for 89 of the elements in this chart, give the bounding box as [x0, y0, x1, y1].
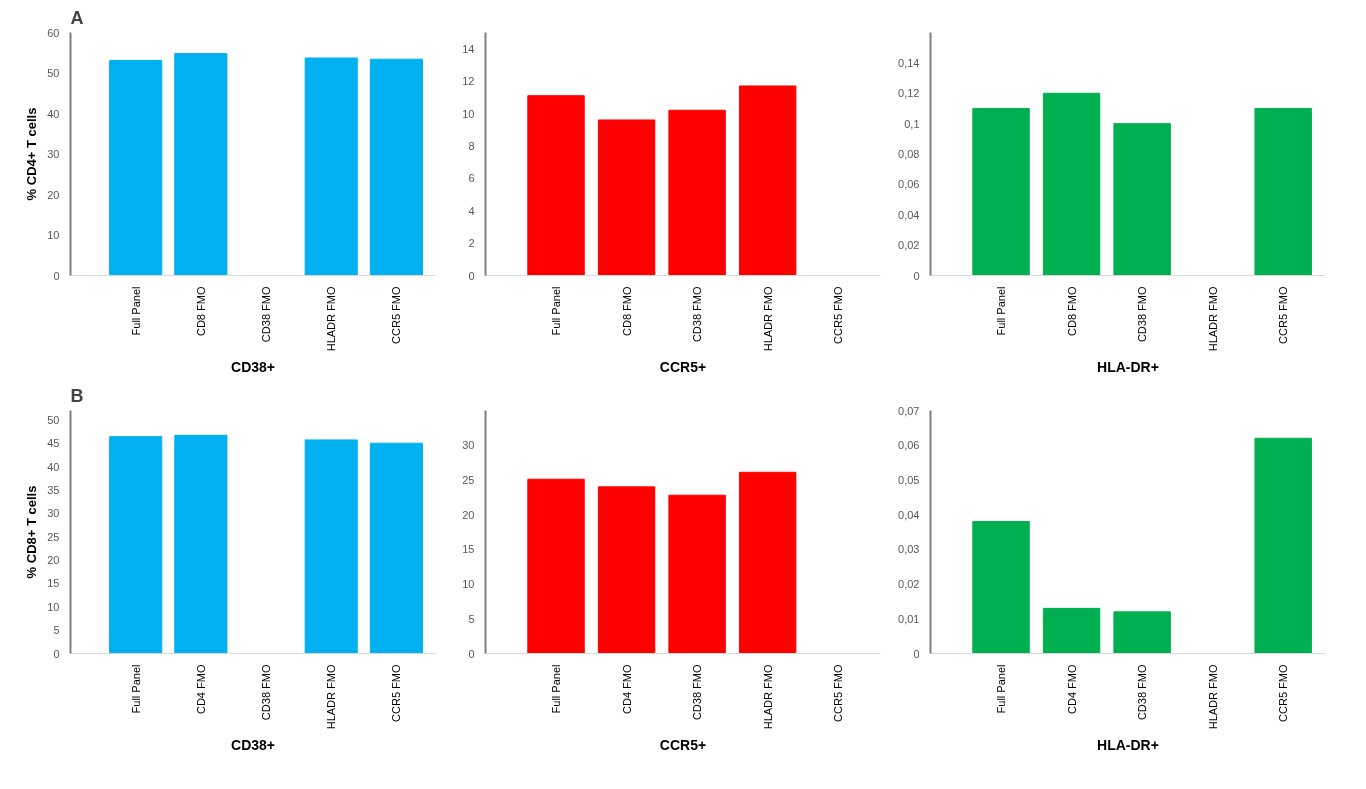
x-axis-title: CCR5+ — [659, 737, 707, 754]
x-tick-label: CD38 FMO — [260, 664, 273, 721]
x-tick-label: CD4 FMO — [194, 664, 207, 714]
x-axis-title: CD38+ — [231, 359, 275, 376]
y-tick-label: 30 — [462, 439, 475, 452]
y-tick-label: 10 — [462, 578, 475, 591]
y-tick-label: 40 — [47, 107, 60, 120]
x-tick-label: Full Panel — [129, 664, 142, 714]
y-tick-label: 0 — [468, 647, 475, 660]
x-tick-label: CCR5 FMO — [390, 664, 403, 722]
x-tick-label: Full Panel — [550, 286, 563, 336]
x-tick-label: CD8 FMO — [620, 286, 633, 336]
y-tick-label: 0,02 — [898, 578, 920, 591]
y-tick-label: 0 — [53, 647, 60, 660]
y-tick-label: 15 — [47, 577, 60, 590]
y-tick-label: 0,08 — [898, 148, 920, 160]
y-tick-label: 0 — [468, 269, 475, 282]
y-tick-label: 4 — [468, 204, 475, 217]
x-axis-title: CD38+ — [231, 737, 275, 754]
y-tick-label: 0,14 — [898, 56, 920, 69]
y-tick-label: 0 — [53, 269, 60, 282]
x-tick-label: CD4 FMO — [1065, 664, 1078, 714]
y-tick-label: 60 — [47, 26, 60, 39]
y-tick-label: 8 — [468, 139, 475, 152]
x-tick-label: Full Panel — [995, 664, 1008, 714]
x-tick-label: CD38 FMO — [1136, 664, 1149, 721]
y-tick-label: 15 — [462, 543, 475, 556]
y-axis-title: % CD8+ T cells — [24, 485, 40, 579]
y-tick-label: 5 — [468, 612, 475, 625]
y-tick-label: 14 — [462, 42, 475, 55]
y-tick-label: 0,07 — [898, 404, 920, 417]
x-axis-title: HLA-DR+ — [1097, 737, 1159, 754]
x-tick-label: HLADR FMO — [1206, 664, 1219, 730]
y-tick-label: 0,03 — [898, 543, 920, 556]
y-tick-label: 12 — [462, 75, 475, 88]
y-tick-label: 10 — [462, 107, 475, 120]
y-tick-label: 40 — [47, 460, 60, 473]
x-tick-label: Full Panel — [129, 286, 142, 336]
y-tick-label: 25 — [462, 473, 475, 486]
y-tick-label: 6 — [468, 172, 475, 185]
y-tick-label: 50 — [47, 413, 60, 426]
y-tick-label: 0,06 — [898, 178, 920, 191]
y-tick-label: 0,01 — [898, 612, 920, 625]
y-tick-label: 20 — [462, 508, 475, 521]
y-tick-label: 0,06 — [898, 439, 920, 452]
x-axis-title: HLA-DR+ — [1097, 359, 1159, 376]
x-tick-label: HLADR FMO — [325, 286, 338, 352]
x-tick-label: HLADR FMO — [761, 664, 774, 730]
x-tick-label: CCR5 FMO — [832, 286, 845, 344]
y-tick-label: 0,04 — [898, 208, 920, 221]
y-tick-label: 0 — [913, 269, 920, 282]
y-tick-label: 0,04 — [898, 508, 920, 521]
text: A — [70, 7, 84, 28]
y-tick-label: 0,12 — [898, 87, 920, 100]
y-tick-label: 10 — [47, 229, 60, 241]
x-tick-label: CD8 FMO — [194, 286, 207, 336]
y-tick-label: 30 — [47, 148, 60, 160]
x-tick-label: Full Panel — [995, 286, 1008, 336]
y-tick-label: 35 — [47, 483, 60, 496]
y-tick-label: 0,05 — [898, 473, 920, 486]
x-tick-label: HLADR FMO — [761, 286, 774, 352]
x-tick-label: Full Panel — [550, 664, 563, 714]
x-axis-title: CCR5+ — [659, 359, 707, 376]
y-tick-label: 30 — [47, 507, 60, 520]
x-tick-label: HLADR FMO — [1206, 286, 1219, 352]
y-tick-label: 50 — [47, 67, 60, 79]
y-axis-title: % CD4+ T cells — [24, 107, 40, 201]
y-tick-label: 2 — [468, 237, 475, 250]
y-tick-label: 25 — [47, 530, 60, 543]
x-tick-label: CD38 FMO — [691, 286, 704, 343]
y-tick-label: 0,02 — [898, 239, 920, 252]
x-tick-label: CD4 FMO — [620, 664, 633, 714]
y-tick-label: 20 — [47, 554, 60, 567]
y-tick-label: 0 — [913, 647, 920, 660]
y-tick-label: 45 — [47, 437, 60, 450]
x-tick-label: CD38 FMO — [260, 286, 273, 343]
x-tick-label: CCR5 FMO — [1277, 664, 1290, 722]
y-tick-label: 10 — [47, 600, 60, 613]
x-tick-label: CD38 FMO — [1136, 286, 1149, 343]
x-tick-label: CD38 FMO — [691, 664, 704, 721]
x-tick-label: HLADR FMO — [325, 664, 338, 730]
x-tick-label: CD8 FMO — [1065, 286, 1078, 336]
y-tick-label: 5 — [53, 624, 60, 637]
text: B — [70, 385, 84, 406]
y-tick-label: 20 — [47, 188, 60, 201]
x-tick-label: CCR5 FMO — [390, 286, 403, 344]
x-tick-label: CCR5 FMO — [1277, 286, 1290, 344]
x-tick-label: CCR5 FMO — [832, 664, 845, 722]
y-tick-label: 0,1 — [904, 117, 920, 130]
